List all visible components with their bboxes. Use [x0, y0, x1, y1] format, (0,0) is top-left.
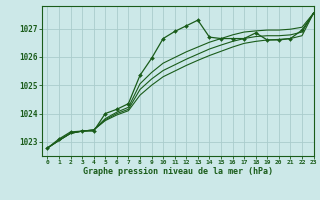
- X-axis label: Graphe pression niveau de la mer (hPa): Graphe pression niveau de la mer (hPa): [83, 167, 273, 176]
